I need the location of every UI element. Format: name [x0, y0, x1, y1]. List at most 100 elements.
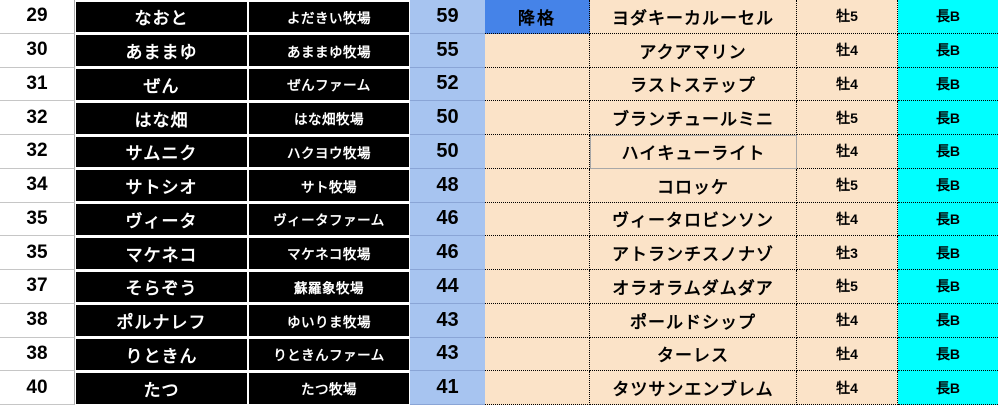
- score-cell[interactable]: 52: [410, 67, 485, 102]
- class-cell[interactable]: 長B: [898, 135, 998, 169]
- player-name-cell[interactable]: なおと: [75, 0, 248, 34]
- status-cell[interactable]: [485, 270, 590, 304]
- player-name-cell[interactable]: サムニク: [75, 135, 248, 169]
- farm-name-cell[interactable]: ヴィータファーム: [248, 202, 410, 237]
- score-cell[interactable]: 55: [410, 33, 485, 68]
- horse-name-cell[interactable]: ポールドシップ: [590, 303, 797, 338]
- score-cell[interactable]: 46: [410, 236, 485, 270]
- farm-name-cell[interactable]: ぜんファーム: [248, 67, 410, 102]
- sex-age-cell[interactable]: 牡4: [797, 303, 898, 338]
- farm-name-cell[interactable]: あままゆ牧場: [248, 33, 410, 68]
- score-cell[interactable]: 48: [410, 168, 485, 203]
- sex-age-cell[interactable]: 牡4: [797, 33, 898, 68]
- player-name-cell[interactable]: はな畑: [75, 101, 248, 135]
- sex-age-cell[interactable]: 牡4: [797, 202, 898, 237]
- status-cell[interactable]: [485, 236, 590, 270]
- horse-name-cell[interactable]: ハイキューライト: [590, 135, 797, 169]
- farm-name-cell[interactable]: マケネコ牧場: [248, 236, 410, 270]
- class-cell[interactable]: 長B: [898, 202, 998, 237]
- farm-name-label: ハクヨウ牧場: [249, 136, 409, 168]
- farm-name-cell[interactable]: 蘇羅象牧場: [248, 270, 410, 304]
- farm-name-cell[interactable]: りときんファーム: [248, 337, 410, 372]
- status-cell[interactable]: [485, 303, 590, 338]
- rank-cell[interactable]: 38: [0, 337, 75, 372]
- class-cell[interactable]: 長B: [898, 236, 998, 270]
- horse-name-cell[interactable]: ターレス: [590, 337, 797, 372]
- horse-name-cell[interactable]: ラストステップ: [590, 67, 797, 102]
- status-cell[interactable]: [485, 371, 590, 405]
- class-cell[interactable]: 長B: [898, 337, 998, 372]
- sex-age-cell[interactable]: 牡5: [797, 270, 898, 304]
- score-cell[interactable]: 41: [410, 371, 485, 405]
- rank-cell[interactable]: 31: [0, 67, 75, 102]
- score-cell[interactable]: 44: [410, 270, 485, 304]
- status-cell[interactable]: [485, 202, 590, 237]
- sex-age-cell[interactable]: 牡3: [797, 236, 898, 270]
- score-cell[interactable]: 50: [410, 101, 485, 135]
- sex-age-cell[interactable]: 牡4: [797, 337, 898, 372]
- player-name-cell[interactable]: ポルナレフ: [75, 303, 248, 338]
- class-cell[interactable]: 長B: [898, 0, 998, 34]
- status-cell[interactable]: [485, 168, 590, 203]
- player-name-cell[interactable]: ぜん: [75, 67, 248, 102]
- player-name-cell[interactable]: たつ: [75, 371, 248, 405]
- score-cell[interactable]: 43: [410, 337, 485, 372]
- rank-cell[interactable]: 34: [0, 168, 75, 203]
- status-cell[interactable]: [485, 135, 590, 169]
- farm-name-cell[interactable]: たつ牧場: [248, 371, 410, 405]
- player-name-label: ぜん: [76, 69, 247, 100]
- farm-name-cell[interactable]: ハクヨウ牧場: [248, 135, 410, 169]
- status-cell[interactable]: [485, 337, 590, 372]
- class-cell[interactable]: 長B: [898, 270, 998, 304]
- score-cell[interactable]: 46: [410, 202, 485, 237]
- rank-cell[interactable]: 40: [0, 371, 75, 405]
- sex-age-cell[interactable]: 牡5: [797, 0, 898, 34]
- player-name-label: サトシオ: [76, 170, 247, 201]
- horse-name-cell[interactable]: ヴィータロビンソン: [590, 202, 797, 237]
- player-name-cell[interactable]: りときん: [75, 337, 248, 372]
- score-cell[interactable]: 50: [410, 135, 485, 169]
- sex-age-cell[interactable]: 牡4: [797, 371, 898, 405]
- farm-name-cell[interactable]: はな畑牧場: [248, 101, 410, 135]
- sex-age-cell[interactable]: 牡5: [797, 101, 898, 135]
- horse-name-cell[interactable]: コロッケ: [590, 168, 797, 203]
- status-cell[interactable]: 降格: [485, 0, 590, 34]
- rank-cell[interactable]: 37: [0, 270, 75, 304]
- horse-name-cell[interactable]: ブランチュールミニ: [590, 101, 797, 135]
- class-cell[interactable]: 長B: [898, 67, 998, 102]
- horse-name-cell[interactable]: アクアマリン: [590, 33, 797, 68]
- rank-cell[interactable]: 35: [0, 236, 75, 270]
- rank-cell[interactable]: 32: [0, 101, 75, 135]
- rank-cell[interactable]: 30: [0, 33, 75, 68]
- score-cell[interactable]: 59: [410, 0, 485, 34]
- player-name-cell[interactable]: そらぞう: [75, 270, 248, 304]
- horse-name-cell[interactable]: ヨダキーカルーセル: [590, 0, 797, 34]
- class-cell[interactable]: 長B: [898, 168, 998, 203]
- farm-name-cell[interactable]: よだきい牧場: [248, 0, 410, 34]
- player-name-cell[interactable]: サトシオ: [75, 168, 248, 203]
- rank-cell[interactable]: 29: [0, 0, 75, 34]
- player-name-cell[interactable]: マケネコ: [75, 236, 248, 270]
- rank-cell[interactable]: 35: [0, 202, 75, 237]
- rank-cell[interactable]: 32: [0, 135, 75, 169]
- farm-name-cell[interactable]: サト牧場: [248, 168, 410, 203]
- farm-name-label: よだきい牧場: [249, 1, 409, 33]
- status-cell[interactable]: [485, 33, 590, 68]
- class-cell[interactable]: 長B: [898, 33, 998, 68]
- status-cell[interactable]: [485, 67, 590, 102]
- farm-name-cell[interactable]: ゆいりま牧場: [248, 303, 410, 338]
- sex-age-cell[interactable]: 牡4: [797, 67, 898, 102]
- horse-name-cell[interactable]: タツサンエンブレム: [590, 371, 797, 405]
- class-cell[interactable]: 長B: [898, 303, 998, 338]
- sex-age-cell[interactable]: 牡4: [797, 135, 898, 169]
- player-name-cell[interactable]: あままゆ: [75, 33, 248, 68]
- status-cell[interactable]: [485, 101, 590, 135]
- class-cell[interactable]: 長B: [898, 101, 998, 135]
- score-cell[interactable]: 43: [410, 303, 485, 338]
- class-cell[interactable]: 長B: [898, 371, 998, 405]
- horse-name-cell[interactable]: オラオラムダムダア: [590, 270, 797, 304]
- player-name-cell[interactable]: ヴィータ: [75, 202, 248, 237]
- sex-age-cell[interactable]: 牡5: [797, 168, 898, 203]
- rank-cell[interactable]: 38: [0, 303, 75, 338]
- horse-name-cell[interactable]: アトランチスノナゾ: [590, 236, 797, 270]
